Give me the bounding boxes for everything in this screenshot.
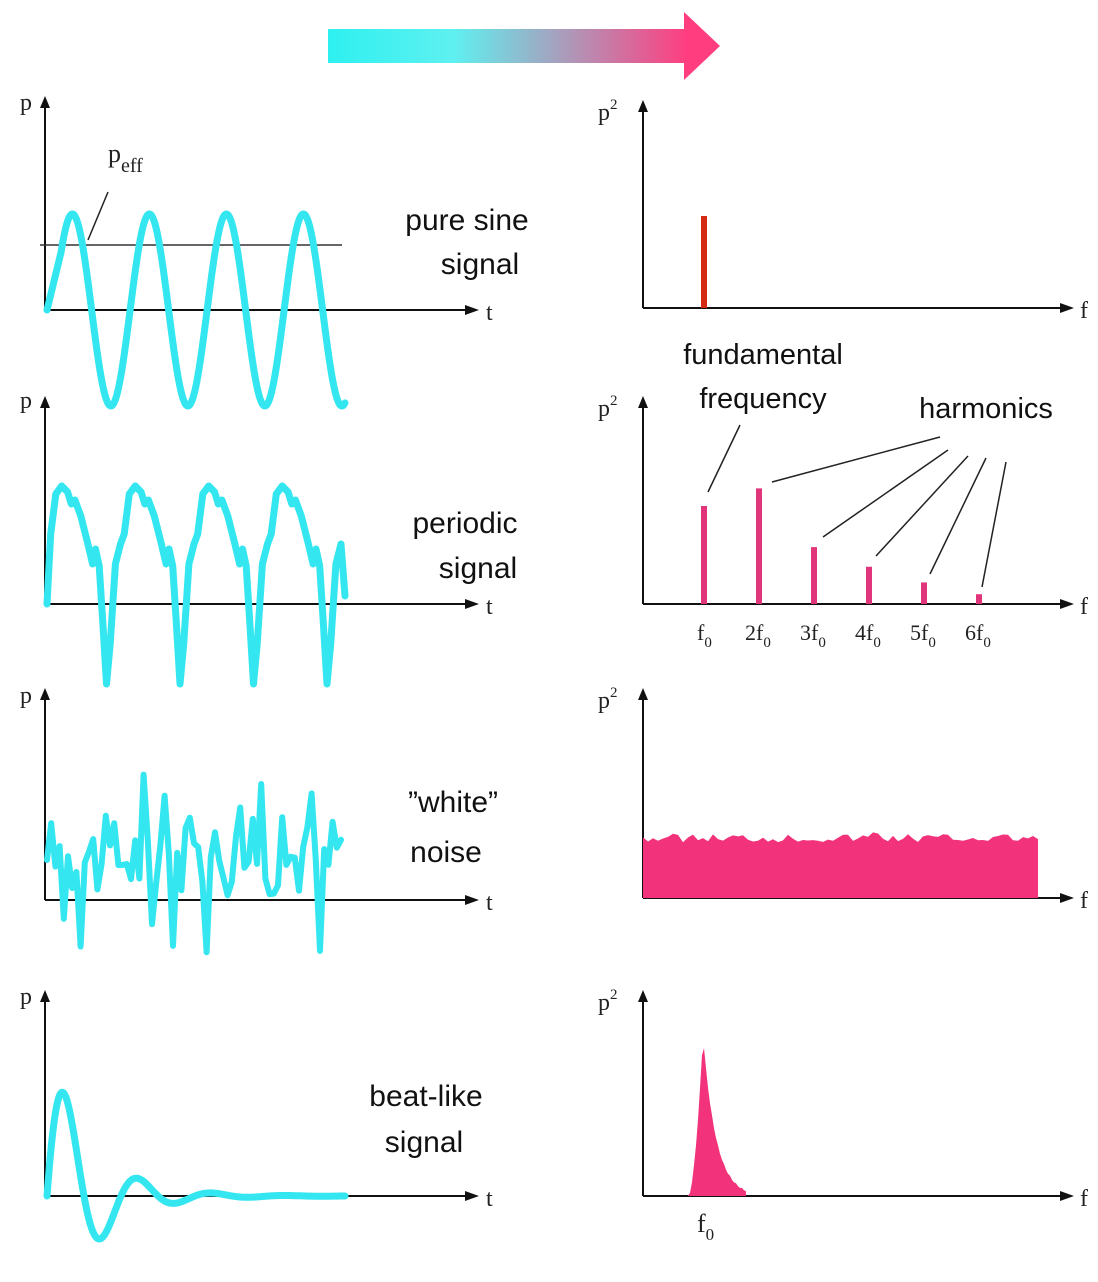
sine-label-line2: signal	[441, 248, 519, 281]
periodic-label-line2: signal	[439, 552, 517, 585]
peff-leader	[87, 191, 109, 241]
beat-f0-label: f0	[697, 1209, 714, 1244]
harmonics-label: harmonics	[919, 393, 1053, 425]
direction-arrow	[328, 12, 720, 80]
sine-p2-axis-label: p2	[598, 97, 618, 126]
beat-p-axis-label: p	[20, 984, 32, 1010]
harmonics-leaders	[771, 436, 1007, 588]
periodic-t-axis-label: t	[486, 594, 493, 620]
beat-t-axis-label: t	[486, 1186, 493, 1212]
noise-f-axis-label: f	[1080, 888, 1088, 914]
noise-label-line2: noise	[410, 836, 482, 869]
sine-f-axis-label: f	[1080, 298, 1088, 324]
beat-label-line2: signal	[385, 1126, 463, 1159]
noise-p2-axis-label: p2	[598, 685, 618, 714]
row-sine: p t peff pure sine signal p2 f	[20, 90, 1088, 410]
noise-p-axis-label: p	[20, 683, 32, 709]
periodic-p-axis-label: p	[20, 388, 32, 414]
beat-freq-axes: p2 f	[598, 987, 1088, 1212]
beat-peak-spectrum	[688, 1048, 746, 1196]
sine-freq-axes: p2 f	[598, 97, 1088, 324]
sine-spectral-line	[701, 216, 707, 308]
harmonic-tick-5: 5f0	[910, 620, 936, 651]
beat-p2-axis-label: p2	[598, 987, 618, 1016]
noise-label-line1: ”white”	[408, 786, 498, 819]
harmonic-bars	[701, 488, 982, 604]
periodic-p2-axis-label: p2	[598, 393, 618, 422]
harmonic-tick-labels: f0 2f0 3f0 4f0 5f0 6f0	[697, 620, 991, 651]
white-noise-wave	[44, 771, 344, 956]
flat-noise-spectrum	[643, 832, 1038, 898]
direction-arrow-head	[684, 12, 720, 80]
beat-like-wave	[43, 1088, 349, 1243]
periodic-time-axes: p t	[20, 388, 493, 620]
pure-sine-wave	[43, 210, 349, 410]
sine-p-axis-label: p	[20, 90, 32, 116]
harmonic-tick-1: f0	[697, 620, 712, 651]
row-beat: p t beat-like signal p2 f f0	[20, 984, 1088, 1244]
periodic-f-axis-label: f	[1080, 594, 1088, 620]
fundamental-leader	[707, 424, 741, 493]
direction-arrow-shaft	[328, 29, 688, 63]
sine-label-line1: pure sine	[405, 204, 528, 237]
fundamental-label-line2: frequency	[699, 383, 827, 415]
peff-label: peff	[108, 139, 143, 177]
beat-label-line1: beat-like	[369, 1080, 482, 1113]
noise-time-axes: p t	[20, 683, 493, 916]
periodic-label-line1: periodic	[412, 507, 517, 540]
harmonic-tick-4: 4f0	[855, 620, 881, 651]
beat-f-axis-label: f	[1080, 1186, 1088, 1212]
harmonic-tick-6: 6f0	[965, 620, 991, 651]
periodic-wave	[43, 482, 349, 688]
fundamental-label-line1: fundamental	[683, 339, 843, 371]
sine-t-axis-label: t	[486, 300, 493, 326]
periodic-freq-axes: p2 f	[598, 393, 1088, 620]
harmonic-tick-2: 2f0	[745, 620, 771, 651]
row-noise: p t ”white” noise p2 f	[20, 683, 1088, 956]
noise-t-axis-label: t	[486, 890, 493, 916]
harmonic-tick-3: 3f0	[800, 620, 826, 651]
sine-time-axes: p t	[20, 90, 493, 326]
row-periodic: p t periodic signal p2 f f0 2f0 3f0 4f0 5f0 6…	[20, 339, 1088, 688]
